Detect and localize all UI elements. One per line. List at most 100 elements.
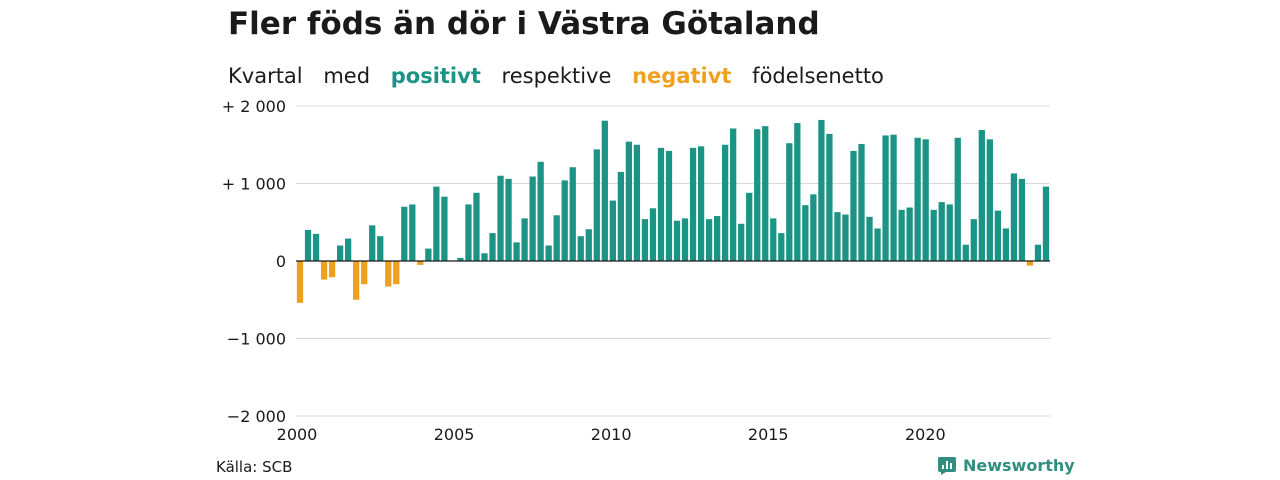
y-tick-label: + 2 000 <box>222 97 286 116</box>
bar <box>328 261 336 278</box>
bar <box>296 261 304 303</box>
bar <box>922 139 929 261</box>
bar <box>754 129 761 261</box>
bar <box>810 194 817 261</box>
bar <box>962 244 969 261</box>
bar <box>577 236 584 261</box>
bar <box>673 220 681 261</box>
subtitle-positive: positivt <box>390 64 481 88</box>
bar <box>561 180 568 261</box>
bar <box>705 219 713 261</box>
bar <box>794 123 801 261</box>
bar <box>569 167 576 261</box>
bar <box>601 120 608 261</box>
bar <box>537 161 544 261</box>
bar <box>361 261 368 285</box>
chart-subtitle: Kvartal med positivt respektive negativt… <box>228 64 898 88</box>
bar <box>593 149 600 261</box>
x-tick-label: 2015 <box>748 425 789 444</box>
bar <box>890 134 897 261</box>
bar <box>377 236 384 261</box>
bar <box>625 141 633 261</box>
bar <box>553 215 560 261</box>
bar <box>914 137 921 261</box>
bar <box>345 238 352 261</box>
bar <box>304 230 312 261</box>
bar <box>986 139 993 261</box>
bar <box>633 144 641 261</box>
bar <box>906 207 913 261</box>
bar <box>1002 228 1010 261</box>
chart-title: Fler föds än dör i Västra Götaland <box>228 6 820 42</box>
bar <box>665 150 673 261</box>
bar <box>409 204 416 261</box>
bar <box>617 171 624 262</box>
bar <box>369 225 376 261</box>
bar <box>521 218 528 262</box>
bar <box>1034 244 1042 261</box>
subtitle-word-6: födelsenetto <box>752 64 884 88</box>
bar <box>657 147 665 261</box>
bar <box>770 218 777 262</box>
bar <box>730 128 737 261</box>
y-tick-label: −2 000 <box>227 407 286 426</box>
bar <box>433 186 440 261</box>
bar <box>465 204 472 261</box>
bar <box>401 206 408 261</box>
brand-logo-link[interactable]: Newsworthy <box>938 456 1075 475</box>
bar <box>697 146 705 261</box>
bar <box>954 137 961 261</box>
bar <box>425 248 432 261</box>
bar <box>681 218 689 262</box>
bar <box>994 210 1001 262</box>
bar <box>826 133 833 261</box>
bar <box>762 126 769 262</box>
y-tick-label: 0 <box>276 252 286 271</box>
bar <box>866 216 873 261</box>
bar <box>320 261 328 280</box>
bar <box>417 261 424 265</box>
bar <box>689 147 697 261</box>
x-axis-ticks: 2000 2005 2010 2015 2020 <box>277 425 946 444</box>
y-tick-label: −1 000 <box>227 330 286 349</box>
y-tick-label: + 1 000 <box>222 175 286 194</box>
brand-name: Newsworthy <box>963 456 1075 475</box>
bars <box>296 119 1050 303</box>
bar <box>529 176 536 261</box>
subtitle-negative: negativt <box>632 64 732 88</box>
bar <box>385 261 392 287</box>
bar <box>858 143 865 261</box>
bar <box>312 233 320 262</box>
x-tick-label: 2010 <box>591 425 632 444</box>
bar <box>938 202 945 261</box>
bar <box>441 196 448 261</box>
bar <box>545 245 552 261</box>
bar <box>481 253 488 261</box>
bar <box>497 175 504 261</box>
bar <box>930 209 937 261</box>
subtitle-word-1: Kvartal <box>228 64 303 88</box>
bar <box>505 178 512 261</box>
bar <box>722 144 729 261</box>
bar <box>970 219 977 261</box>
bar <box>882 135 889 261</box>
bar <box>834 212 841 261</box>
y-axis-ticks: + 2 000 + 1 000 0 −1 000 −2 000 <box>222 97 286 426</box>
bar <box>393 261 400 285</box>
bar <box>842 214 849 261</box>
bar <box>1026 261 1034 266</box>
bar <box>609 200 616 261</box>
bar <box>946 204 953 261</box>
subtitle-word-2: med <box>323 64 371 88</box>
subtitle-word-4: respektive <box>501 64 612 88</box>
bar <box>489 233 496 261</box>
bar <box>1018 178 1026 261</box>
newsworthy-logo-icon <box>938 456 956 475</box>
bar <box>1042 186 1050 261</box>
bar <box>738 223 745 261</box>
bar <box>513 242 520 261</box>
bar <box>802 205 809 261</box>
x-tick-label: 2005 <box>434 425 475 444</box>
bar <box>978 130 985 261</box>
bar <box>353 261 360 300</box>
